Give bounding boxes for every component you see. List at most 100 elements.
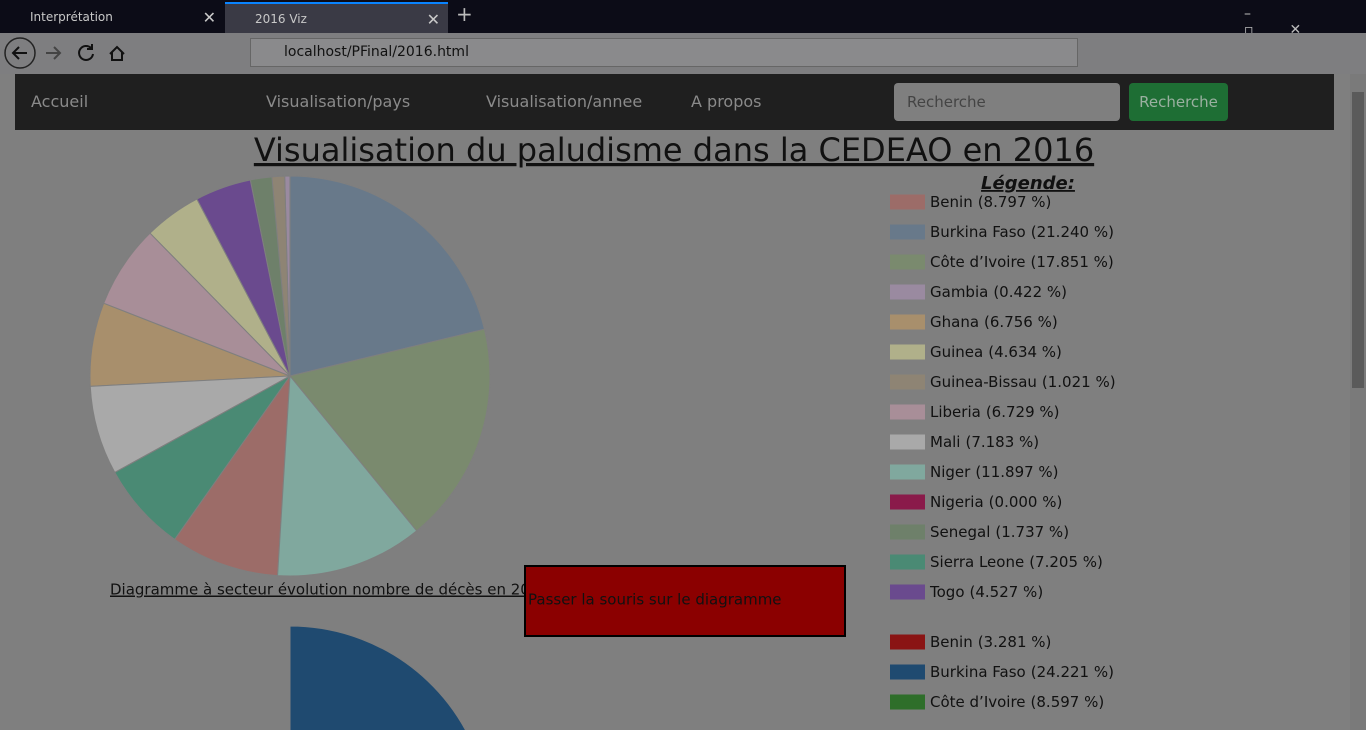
tab-bar: Interprétation ✕ 2016 Viz ✕ + –▫✕: [0, 0, 1366, 38]
tooltip: Passer la souris sur le diagramme: [528, 591, 782, 609]
legend-swatch: [890, 584, 925, 600]
legend-swatch: [890, 554, 925, 570]
legend-swatch: [890, 284, 925, 300]
legend-name: Ghana: [930, 313, 979, 331]
legend-swatch: [890, 194, 925, 210]
navbar: Accueil Visualisation/pays Visualisation…: [15, 74, 1334, 130]
legend-entry: Côte d’Ivoire (8.597 %): [930, 693, 1104, 711]
legend-entry: Guinea-Bissau (1.021 %): [930, 373, 1116, 391]
pie-slice: [289, 175, 486, 377]
legend-name: Burkina Faso: [930, 663, 1026, 681]
legend-swatch: [890, 664, 925, 680]
search-button[interactable]: Recherche: [1129, 83, 1228, 121]
legend-name: Mali: [930, 433, 960, 451]
legend-title: Légende:: [981, 173, 1075, 194]
url: localhost/PFinal/2016.html: [284, 44, 469, 60]
legend-name: Benin: [930, 193, 973, 211]
pie-slice: [196, 179, 291, 377]
nav-link[interactable]: Visualisation/pays: [266, 92, 411, 111]
home[interactable]: [109, 45, 125, 61]
legend-value: (1.021 %): [1042, 373, 1116, 391]
legend-swatch: [890, 694, 925, 710]
legend-swatch: [890, 254, 925, 270]
legend-entry: Guinea (4.634 %): [930, 343, 1062, 361]
legend-entry: Côte d’Ivoire (17.851 %): [930, 253, 1114, 271]
legend-swatch: [890, 434, 925, 450]
legend-value: (0.000 %): [989, 493, 1063, 511]
legend-entry: Senegal (1.737 %): [930, 523, 1069, 541]
nav-link[interactable]: Visualisation/annee: [486, 92, 643, 111]
legend-value: (4.634 %): [988, 343, 1062, 361]
legend-value: (11.897 %): [975, 463, 1058, 481]
legend-value: (8.597 %): [1031, 693, 1105, 711]
url-bar[interactable]: localhost/PFinal/2016.html: [250, 38, 1078, 67]
nav-link[interactable]: A propos: [691, 92, 762, 111]
legend-entry: Nigeria (0.000 %): [930, 493, 1062, 511]
new-tab[interactable]: +: [456, 2, 473, 26]
legend-name: Guinea: [930, 343, 983, 361]
legend-swatch: [890, 464, 925, 480]
legend-name: Togo: [929, 583, 965, 601]
legend-name: Côte d’Ivoire: [930, 693, 1026, 711]
forward[interactable]: [46, 46, 62, 60]
legend-name: Côte d’Ivoire: [930, 253, 1026, 271]
legend-entry: Togo (4.527 %): [929, 583, 1043, 601]
legend-value: (6.729 %): [986, 403, 1060, 421]
reload[interactable]: [78, 44, 94, 61]
legend-name: Guinea-Bissau: [930, 373, 1037, 391]
legend-value: (7.183 %): [965, 433, 1039, 451]
legend-value: (3.281 %): [978, 633, 1052, 651]
legend-value: (17.851 %): [1031, 253, 1114, 271]
legend-entry: Gambia (0.422 %): [930, 283, 1067, 301]
legend-name: Liberia: [930, 403, 981, 421]
legend-entry: Niger (11.897 %): [930, 463, 1059, 481]
legend-swatch: [890, 404, 925, 420]
legend-name: Gambia: [930, 283, 988, 301]
page-title: Visualisation du paludisme dans la CEDEA…: [254, 131, 1094, 169]
legend-entry: Liberia (6.729 %): [930, 403, 1059, 421]
legend-value: (4.527 %): [970, 583, 1044, 601]
legend-entry: Benin (3.281 %): [930, 633, 1051, 651]
caption: Diagramme à secteur évolution nombre de …: [110, 581, 549, 599]
legend-value: (24.221 %): [1031, 663, 1114, 681]
nav-link[interactable]: Accueil: [31, 92, 89, 111]
legend-entry: Mali (7.183 %): [930, 433, 1039, 451]
close[interactable]: ✕: [202, 8, 216, 27]
legend-entry: Burkina Faso (24.221 %): [930, 663, 1114, 681]
legend-swatch: [890, 634, 925, 650]
back-arrow: [11, 46, 27, 60]
tab[interactable]: Interprétation ✕: [0, 2, 224, 33]
content: Visualisation du paludisme dans la CEDEA…: [89, 131, 1116, 730]
legend-value: (0.422 %): [993, 283, 1067, 301]
legend-value: (8.797 %): [978, 193, 1052, 211]
pie-slice: [277, 374, 418, 577]
pie-slice: [114, 375, 291, 541]
pie-slice: [173, 374, 291, 577]
toolbar: localhost/PFinal/2016.html: [0, 33, 1366, 74]
nav-buttons: [4, 37, 125, 69]
pie-slice: [289, 328, 491, 532]
legend-value: (6.756 %): [984, 313, 1058, 331]
legend-name: Benin: [930, 633, 973, 651]
scrollbar[interactable]: [1350, 74, 1366, 730]
search-input[interactable]: Recherche: [894, 83, 1120, 121]
legend-name: Sierra Leone: [930, 553, 1024, 571]
pie-slice: [289, 625, 466, 730]
tab-title: Interprétation: [30, 10, 113, 24]
legend-swatch: [890, 494, 925, 510]
legend-name: Niger: [930, 463, 971, 481]
legend-value: (1.737 %): [995, 523, 1069, 541]
legend-entry: Burkina Faso (21.240 %): [930, 223, 1114, 241]
legend-swatch: [890, 374, 925, 390]
tab-title: 2016 Viz: [255, 12, 307, 26]
legend-name: Senegal: [930, 523, 990, 541]
close[interactable]: ✕: [426, 10, 440, 29]
scroll-thumb[interactable]: [1352, 92, 1364, 388]
back[interactable]: [4, 37, 36, 69]
legend-swatch: [890, 224, 925, 240]
legend-swatch: [890, 344, 925, 360]
tab[interactable]: 2016 Viz ✕: [225, 2, 448, 33]
legend-value: (21.240 %): [1031, 223, 1114, 241]
legend-swatch: [890, 524, 925, 540]
